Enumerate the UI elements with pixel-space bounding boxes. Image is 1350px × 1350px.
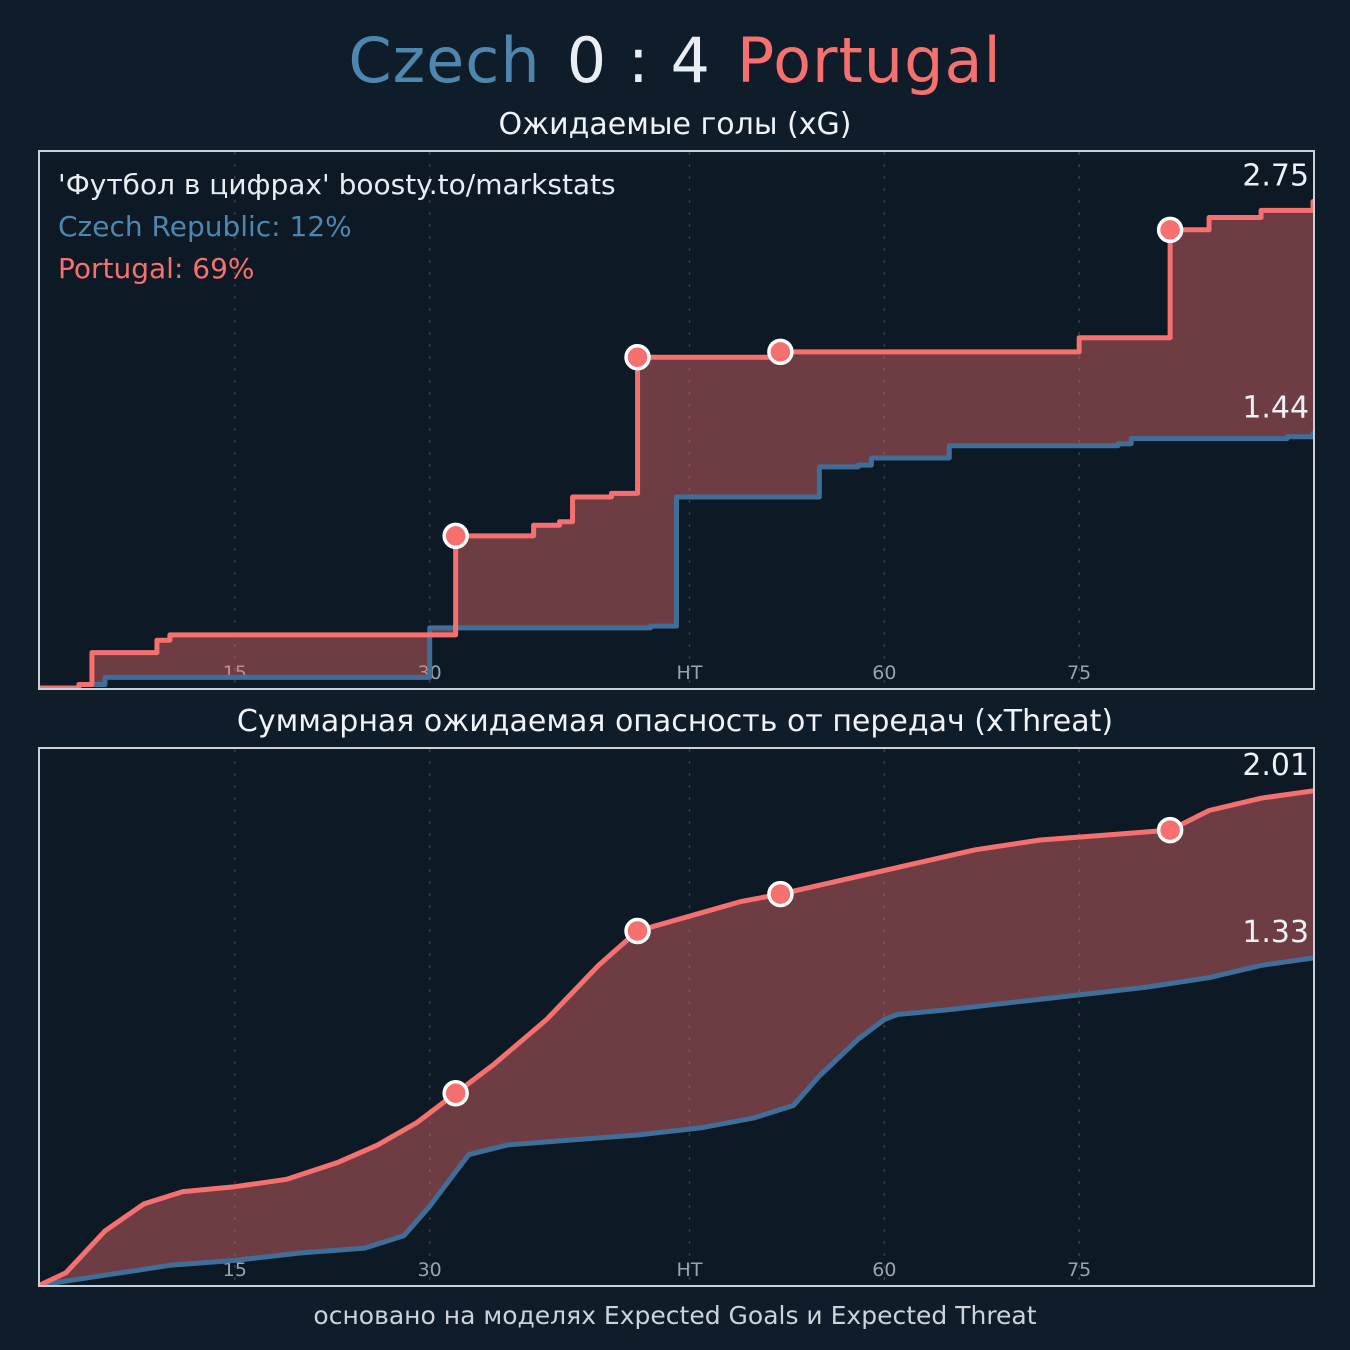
xthreat-chart: 15 30 HT 60 75 2.01 1.33 [40,749,1313,1285]
xg-chart-title: Ожидаемые голы (xG) [498,107,852,142]
svg-text:1.44: 1.44 [1242,390,1309,425]
svg-text:HT: HT [677,662,703,684]
xthreat-chart-title: Суммарная ожидаемая опасность от передач… [236,704,1114,739]
svg-text:60: 60 [872,662,896,684]
match-score: 0 : 4 [566,24,711,97]
portugal-win-probability: Portugal: 69% [58,252,255,285]
svg-text:15: 15 [223,1259,247,1281]
svg-text:75: 75 [1067,1259,1091,1281]
svg-text:2.01: 2.01 [1242,749,1309,783]
away-team-name: Portugal [736,24,1002,97]
chart-annotations: 'Футбол в цифрах' boosty.to/markstats Cz… [58,164,616,290]
czech-win-probability: Czech Republic: 12% [58,210,352,243]
svg-text:75: 75 [1067,662,1091,684]
svg-text:HT: HT [677,1259,703,1281]
xthreat-chart-panel: 15 30 HT 60 75 2.01 1.33 [38,747,1315,1287]
svg-text:60: 60 [872,1259,896,1281]
svg-text:30: 30 [418,1259,442,1281]
home-team-name: Czech [348,24,541,97]
model-credit-note: основано на моделях Expected Goals и Exp… [313,1301,1037,1330]
svg-text:1.33: 1.33 [1242,915,1309,950]
match-title: Czech 0 : 4 Portugal [0,0,1350,97]
watermark-text: 'Футбол в цифрах' boosty.to/markstats [58,168,616,201]
svg-text:2.75: 2.75 [1242,159,1309,194]
